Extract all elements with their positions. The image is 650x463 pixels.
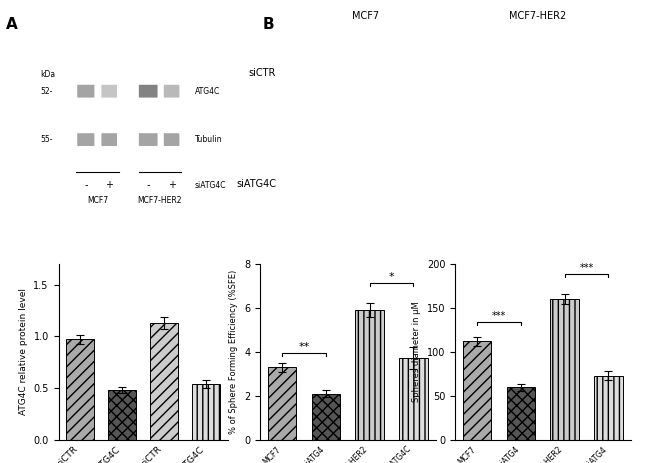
FancyBboxPatch shape <box>139 133 157 146</box>
Bar <box>594 375 623 440</box>
Bar <box>109 390 136 440</box>
Text: 50 μm: 50 μm <box>291 222 307 227</box>
Y-axis label: ATG4C relative protein level: ATG4C relative protein level <box>19 288 28 415</box>
Bar <box>356 310 383 440</box>
Text: Tubulin: Tubulin <box>195 135 222 144</box>
Text: -: - <box>84 180 88 190</box>
Text: +: + <box>168 180 176 190</box>
Bar <box>312 394 340 440</box>
Text: *: * <box>389 271 395 282</box>
Bar <box>507 387 535 440</box>
Text: siATG4C: siATG4C <box>195 181 226 190</box>
Text: ATG4C: ATG4C <box>195 87 220 96</box>
Text: **: ** <box>298 342 309 352</box>
Bar <box>399 358 428 440</box>
Text: 55-: 55- <box>40 135 53 144</box>
Bar <box>463 341 491 440</box>
FancyBboxPatch shape <box>101 85 117 98</box>
Y-axis label: % of Sphere Forming Efficiency (%SFE): % of Sphere Forming Efficiency (%SFE) <box>229 270 239 434</box>
Text: 50 μm: 50 μm <box>463 222 479 227</box>
Text: siATG4C: siATG4C <box>236 179 276 189</box>
Bar <box>268 367 296 440</box>
Text: kDa: kDa <box>40 69 56 79</box>
Y-axis label: Spheres diameter in μM: Spheres diameter in μM <box>412 301 421 402</box>
Text: MCF7: MCF7 <box>352 11 379 21</box>
FancyBboxPatch shape <box>164 133 179 146</box>
Text: -: - <box>146 180 150 190</box>
Text: ***: *** <box>579 263 593 273</box>
FancyBboxPatch shape <box>164 85 179 98</box>
Text: MCF7-HER2: MCF7-HER2 <box>509 11 567 21</box>
Text: siCTR: siCTR <box>249 68 276 78</box>
FancyBboxPatch shape <box>77 85 94 98</box>
Text: MCF7: MCF7 <box>87 196 108 206</box>
Text: ***: *** <box>492 311 506 321</box>
FancyBboxPatch shape <box>77 133 94 146</box>
Bar <box>150 323 177 440</box>
Text: B: B <box>263 17 274 31</box>
FancyBboxPatch shape <box>139 85 157 98</box>
Bar <box>551 299 578 440</box>
Text: MCF7-HER2: MCF7-HER2 <box>138 196 182 206</box>
Text: 52-: 52- <box>40 87 53 96</box>
Text: A: A <box>6 17 18 31</box>
Text: +: + <box>105 180 113 190</box>
Bar <box>192 384 220 440</box>
Text: 50 μm: 50 μm <box>463 111 479 116</box>
FancyBboxPatch shape <box>101 133 117 146</box>
Bar <box>66 339 94 440</box>
Text: 50 μm: 50 μm <box>291 111 307 116</box>
